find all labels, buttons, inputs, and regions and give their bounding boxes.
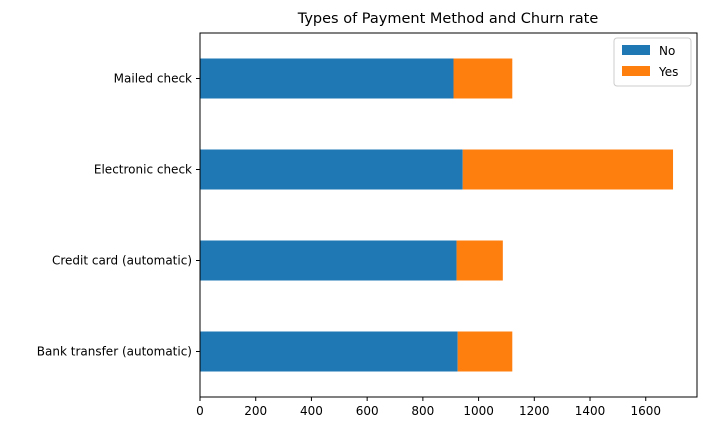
x-tick-label-1: 200	[244, 404, 267, 418]
bar-no-3	[200, 58, 454, 99]
bar-no-2	[200, 149, 463, 190]
legend-swatch-yes	[622, 66, 650, 76]
bar-yes-0	[457, 331, 513, 372]
x-tick-label-0: 0	[196, 404, 204, 418]
x-tick-label-4: 800	[411, 404, 434, 418]
x-tick-label-5: 1000	[463, 404, 494, 418]
bar-yes-3	[453, 58, 513, 99]
axes-layer: 0 200 400 600 800 1000 1200 1400 1600 Bank transf…	[37, 32, 698, 418]
chart-title: Types of Payment Method and Churn rate	[297, 11, 599, 27]
y-tick-label-1: Credit card (automatic)	[52, 254, 192, 268]
bar-no-0	[200, 331, 458, 372]
y-tick-label-2: Electronic check	[94, 163, 192, 177]
bars-layer	[200, 58, 674, 372]
y-tick-label-3: Mailed check	[114, 72, 192, 86]
legend-label-no: No	[659, 44, 675, 58]
bar-yes-2	[462, 149, 674, 190]
y-tick-label-0: Bank transfer (automatic)	[37, 345, 192, 359]
bar-no-1	[200, 240, 457, 281]
x-tick-label-2: 400	[300, 404, 323, 418]
bar-yes-1	[456, 240, 503, 281]
legend-label-yes: Yes	[658, 65, 678, 79]
x-tick-label-6: 1200	[519, 404, 550, 418]
plot-frame	[199, 32, 698, 398]
x-tick-label-7: 1400	[575, 404, 606, 418]
x-tick-label-3: 600	[356, 404, 379, 418]
legend-swatch-no	[622, 45, 650, 55]
legend: No Yes	[613, 37, 692, 87]
x-tick-label-8: 1600	[630, 404, 661, 418]
